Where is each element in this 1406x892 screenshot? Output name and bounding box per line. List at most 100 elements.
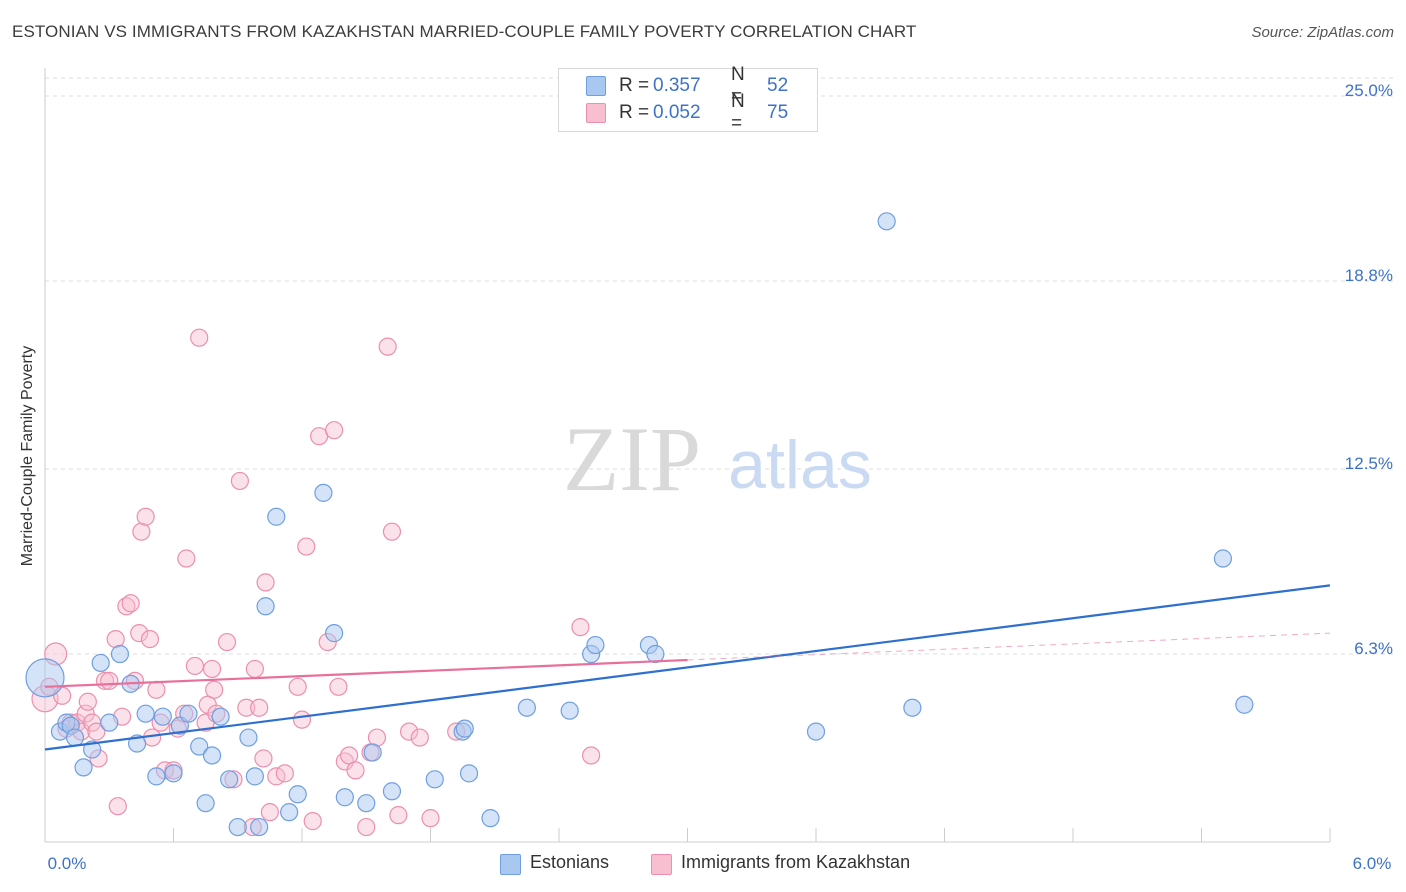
x-tick-label: 6.0% — [1353, 854, 1392, 873]
legend-r-label: R = — [619, 102, 650, 123]
point-estonians — [425, 770, 444, 789]
legend-swatch-blue — [586, 76, 606, 96]
point-kazakhstan — [329, 677, 348, 696]
point-estonians — [481, 809, 500, 828]
point-estonians — [190, 737, 209, 756]
correlation-legend: R = 0.357 N = 52 R = 0.052 N = 75 — [558, 64, 818, 134]
point-kazakhstan — [78, 692, 97, 711]
point-estonians — [83, 740, 102, 759]
point-estonians — [91, 653, 110, 673]
point-estonians — [1235, 695, 1254, 714]
point-estonians — [100, 713, 119, 732]
point-kazakhstan — [357, 817, 376, 837]
point-estonians — [586, 635, 605, 655]
trendline-kazakhstan — [44, 658, 688, 688]
legend-swatch-estonians — [500, 854, 521, 875]
x-tick-label: 0.0% — [48, 854, 87, 873]
point-estonians — [325, 624, 344, 643]
point-kazakhstan — [237, 698, 256, 717]
legend-swatch-pink — [586, 103, 606, 123]
point-estonians — [202, 746, 222, 765]
trendline-estonians — [44, 584, 1331, 751]
point-kazakhstan — [230, 471, 249, 491]
point-estonians — [74, 758, 93, 777]
y-tick-label: 18.8% — [1345, 266, 1393, 285]
point-estonians — [239, 728, 258, 747]
point-estonians — [455, 719, 474, 738]
point-estonians — [147, 767, 166, 786]
point-estonians — [211, 707, 230, 726]
point-kazakhstan — [121, 594, 140, 613]
point-kazakhstan — [202, 659, 222, 679]
point-estonians — [314, 483, 333, 502]
point-estonians — [517, 698, 536, 717]
legend-n-value: 75 — [767, 102, 789, 123]
legend-n-label: N = — [731, 91, 745, 134]
legend-n-value: 52 — [767, 75, 789, 96]
point-estonians — [357, 794, 376, 813]
watermark-atlas: atlas — [728, 427, 872, 503]
y-tick-label: 12.5% — [1345, 454, 1393, 473]
axes-layer — [44, 68, 1331, 843]
point-estonians — [363, 743, 382, 762]
grid-layer — [45, 77, 1395, 655]
point-estonians — [459, 764, 479, 783]
point-kazakhstan — [571, 618, 590, 637]
point-kazakhstan — [245, 659, 264, 679]
tick-label-layer: 6.3% 12.5% 18.8% 25.0% 0.0% 6.0% — [48, 81, 1393, 873]
point-kazakhstan — [177, 549, 196, 568]
point-estonians — [65, 728, 85, 747]
point-kazakhstan — [275, 764, 294, 783]
point-estonians — [25, 658, 65, 698]
point-estonians — [560, 701, 579, 720]
point-kazakhstan — [140, 629, 160, 649]
point-kazakhstan — [217, 632, 237, 652]
point-estonians — [220, 770, 239, 789]
point-kazakhstan — [399, 722, 419, 741]
point-estonians — [280, 803, 299, 822]
point-estonians — [335, 788, 354, 807]
point-kazakhstan — [292, 710, 312, 729]
point-kazakhstan — [382, 522, 402, 541]
blue-points-layer — [25, 212, 1254, 837]
point-estonians — [110, 644, 130, 664]
chart-title: ESTONIAN VS IMMIGRANTS FROM KAZAKHSTAN M… — [12, 22, 917, 41]
point-kazakhstan — [582, 746, 601, 765]
point-kazakhstan — [132, 522, 151, 541]
point-kazakhstan — [297, 537, 316, 556]
point-kazakhstan — [254, 749, 273, 768]
point-kazakhstan — [288, 677, 307, 696]
point-kazakhstan — [130, 624, 149, 643]
y-tick-label: 25.0% — [1345, 81, 1393, 100]
point-estonians — [196, 794, 215, 813]
legend-r-value: 0.052 — [653, 102, 701, 123]
point-kazakhstan — [260, 803, 279, 822]
watermark: ZIP atlas — [563, 408, 872, 510]
point-estonians — [267, 507, 286, 526]
point-kazakhstan — [147, 680, 166, 699]
y-axis-label: Married-Couple Family Poverty — [19, 345, 36, 567]
point-estonians — [806, 722, 826, 741]
point-estonians — [256, 597, 275, 616]
point-kazakhstan — [108, 797, 127, 816]
legend-r-value: 0.357 — [653, 75, 701, 96]
point-kazakhstan — [190, 328, 209, 347]
point-estonians — [153, 707, 172, 726]
point-estonians — [245, 767, 264, 786]
point-kazakhstan — [389, 806, 408, 825]
point-kazakhstan — [367, 728, 387, 747]
pink-points-layer — [31, 328, 601, 837]
point-kazakhstan — [410, 728, 429, 747]
y-tick-label: 6.3% — [1354, 639, 1393, 658]
point-estonians — [382, 782, 402, 801]
legend-swatch-kazakhstan — [651, 854, 672, 875]
point-estonians — [1213, 549, 1233, 568]
point-estonians — [179, 704, 198, 723]
trendline-kazakhstan-extended — [687, 632, 1331, 661]
point-kazakhstan — [256, 573, 275, 592]
watermark-zip: ZIP — [563, 408, 701, 510]
point-kazakhstan — [100, 671, 119, 690]
point-estonians — [228, 817, 247, 837]
point-kazakhstan — [421, 809, 440, 828]
